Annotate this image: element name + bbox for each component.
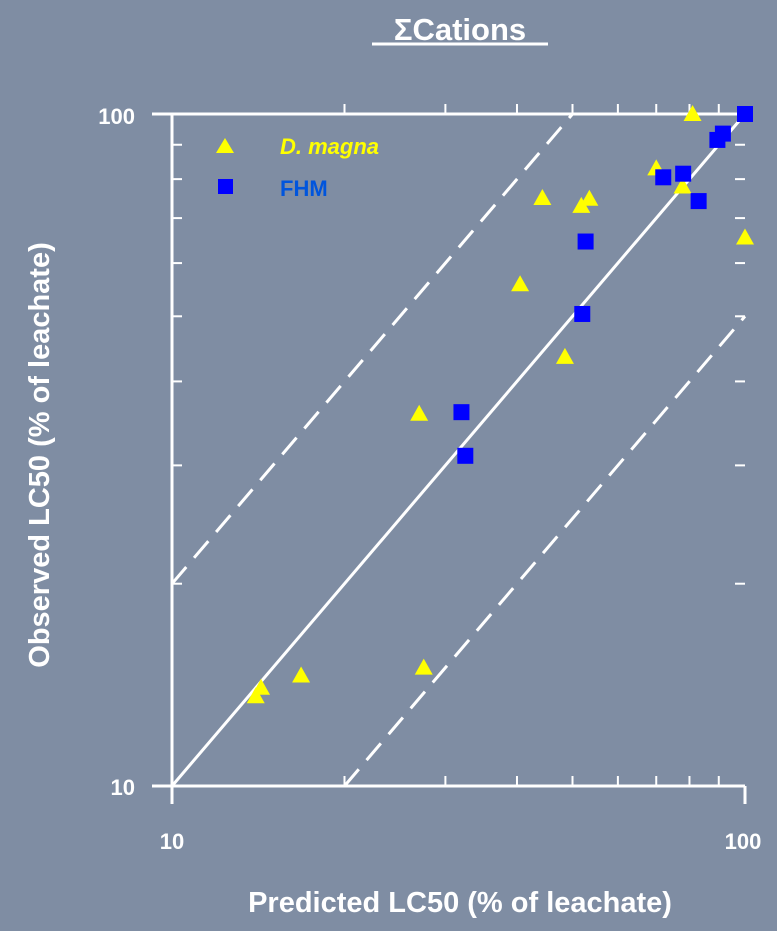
y-axis-label: Observed LC50 (% of leachate) — [24, 242, 56, 667]
fhm-point — [690, 193, 707, 210]
axes — [170, 112, 745, 788]
d-magna-point — [511, 275, 530, 292]
x-tick-label-100: 100 — [725, 829, 762, 854]
factor-of-two-dashed-line — [343, 315, 747, 787]
fhm-point — [457, 447, 474, 464]
fhm-point — [574, 305, 591, 322]
d-magna-point — [246, 687, 265, 704]
legend-square-marker — [218, 179, 233, 194]
legend: D. magna FHM — [216, 134, 379, 201]
d-magna-point — [736, 228, 754, 245]
d-magna-point — [252, 678, 271, 695]
legend-label-d-magna: D. magna — [280, 134, 379, 159]
y-tick-label-100: 100 — [98, 104, 135, 129]
fhm-point — [453, 404, 470, 421]
fhm-point — [577, 233, 594, 250]
axis-ticks — [152, 104, 747, 804]
fhm-point — [737, 106, 753, 122]
legend-label-fhm: FHM — [280, 176, 328, 201]
d-magna-point — [414, 658, 433, 675]
data-points — [246, 105, 754, 704]
y-tick-label-10: 10 — [111, 775, 135, 800]
fhm-point — [675, 165, 692, 182]
fhm-point — [655, 169, 672, 186]
d-magna-point — [683, 105, 702, 121]
d-magna-point — [410, 404, 429, 421]
x-tick-label-10: 10 — [160, 829, 184, 854]
d-magna-point — [555, 347, 574, 364]
d-magna-point — [292, 666, 311, 683]
factor-of-two-dashed-line — [170, 113, 574, 585]
d-magna-point — [673, 177, 692, 194]
chart-title: ΣCations — [394, 12, 526, 47]
x-axis-label: Predicted LC50 (% of leachate) — [248, 887, 672, 919]
legend-triangle-marker — [216, 138, 234, 153]
d-magna-point — [533, 188, 552, 205]
fhm-point — [714, 125, 731, 142]
d-magna-point — [580, 189, 599, 206]
